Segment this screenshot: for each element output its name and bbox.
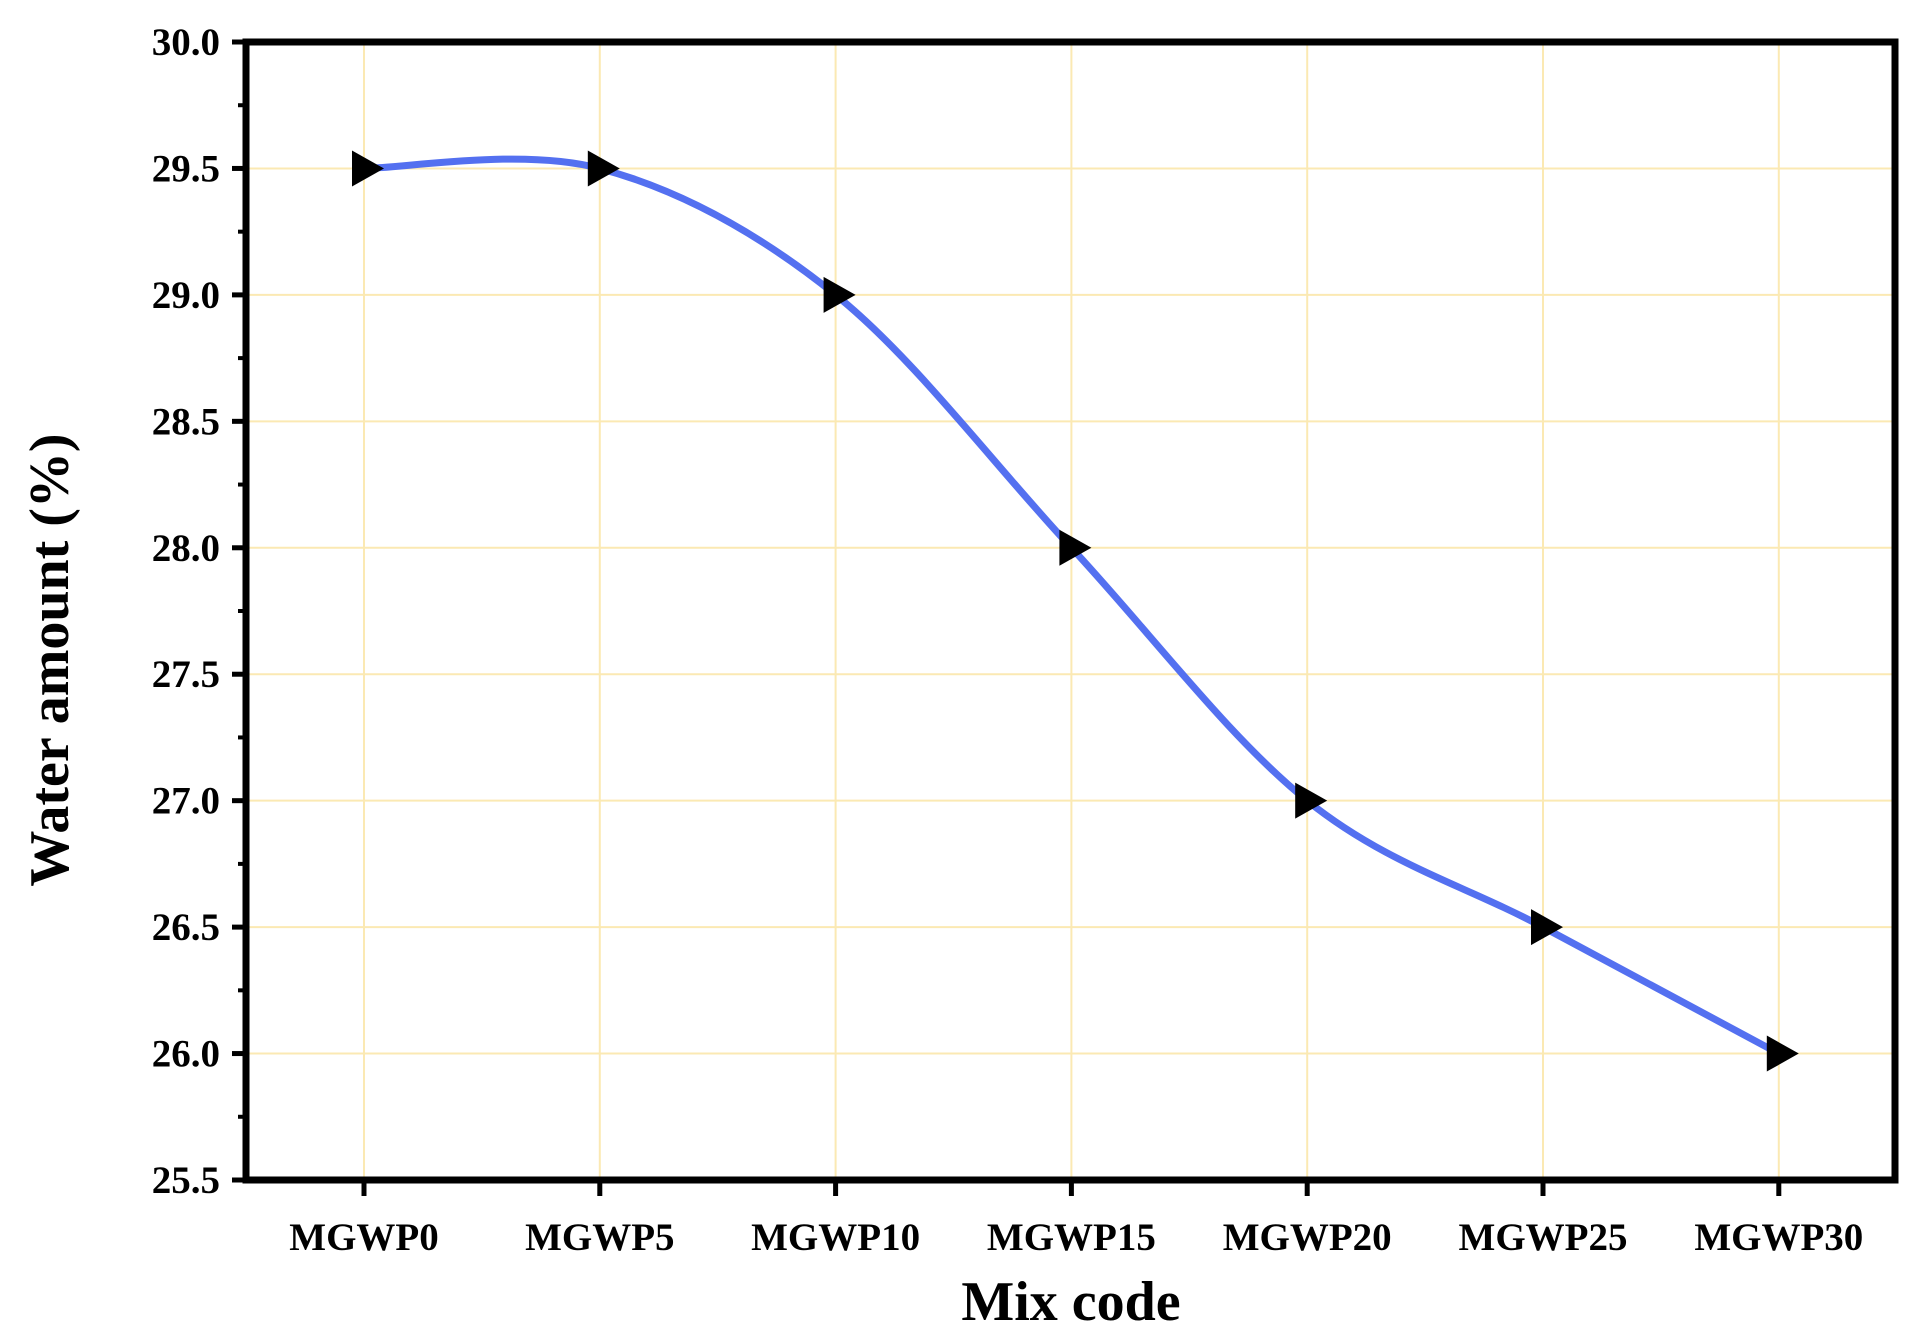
y-axis-title: Water amount (%) — [19, 433, 81, 886]
x-tick-label: MGWP30 — [1694, 1216, 1863, 1259]
x-tick-label: MGWP15 — [987, 1216, 1156, 1259]
data-point-marker — [823, 276, 856, 313]
data-point-marker — [1059, 529, 1092, 566]
x-tick-label: MGWP5 — [525, 1216, 674, 1259]
axis-ticks — [232, 39, 1782, 1196]
y-tick-label: 27.5 — [152, 653, 220, 696]
data-point-marker — [587, 150, 620, 187]
y-tick-label: 29.0 — [152, 274, 220, 317]
y-tick-label: 28.5 — [152, 400, 220, 443]
y-tick-labels: 25.5 26.0 26.5 27.0 27.5 28.0 28.5 29.0 29.5 30.0 — [152, 21, 220, 1202]
x-tick-label: MGWP25 — [1459, 1216, 1628, 1259]
y-tick-label: 26.0 — [152, 1033, 220, 1076]
x-tick-labels: MGWP0 MGWP5 MGWP10 MGWP15 MGWP20 MGWP25 MGWP30 — [289, 1216, 1863, 1259]
grid — [246, 42, 1895, 1180]
y-tick-label: 29.5 — [152, 147, 220, 190]
y-tick-label: 27.0 — [152, 780, 220, 823]
x-axis-title: Mix code — [961, 1271, 1180, 1333]
data-point-marker — [1531, 909, 1563, 946]
data-point-marker — [1295, 782, 1328, 819]
y-tick-label: 25.5 — [152, 1159, 220, 1202]
data-point-marker — [1766, 1035, 1799, 1072]
y-tick-label: 30.0 — [152, 21, 220, 64]
x-tick-label: MGWP20 — [1223, 1216, 1392, 1259]
y-tick-label: 26.5 — [152, 906, 220, 949]
data-markers — [352, 150, 1799, 1072]
y-tick-label: 28.0 — [152, 527, 220, 570]
x-tick-label: MGWP10 — [751, 1216, 920, 1259]
data-point-marker — [352, 150, 384, 187]
x-tick-label: MGWP0 — [289, 1216, 438, 1259]
